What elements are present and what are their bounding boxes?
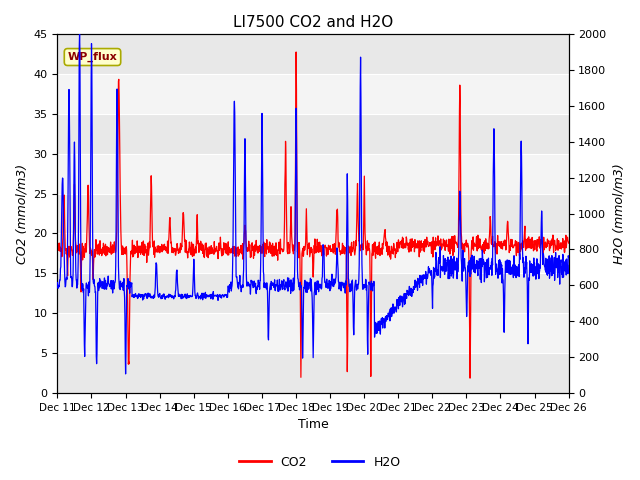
Bar	[58, 233, 568, 274]
X-axis label: Time: Time	[298, 419, 328, 432]
Title: LI7500 CO2 and H2O: LI7500 CO2 and H2O	[233, 15, 393, 30]
Legend: CO2, H2O: CO2, H2O	[234, 451, 406, 474]
Bar	[58, 193, 568, 233]
Bar	[58, 353, 568, 393]
Bar	[58, 274, 568, 313]
Y-axis label: H2O (mmol/m3): H2O (mmol/m3)	[612, 163, 625, 264]
Y-axis label: CO2 (mmol/m3): CO2 (mmol/m3)	[15, 164, 28, 264]
Bar	[58, 154, 568, 193]
Bar	[58, 74, 568, 114]
Bar	[58, 313, 568, 353]
Text: WP_flux: WP_flux	[68, 52, 117, 62]
Bar	[58, 34, 568, 74]
Bar	[58, 114, 568, 154]
